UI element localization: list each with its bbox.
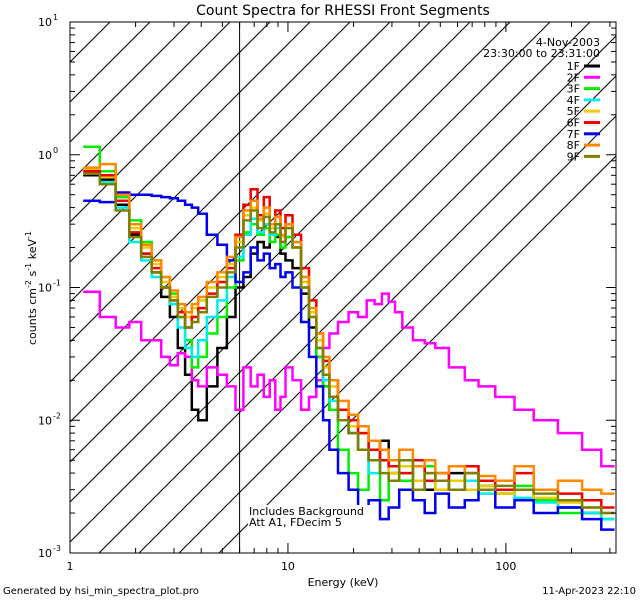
y-tick-exponent-0: 1 [53, 13, 58, 22]
hatch-line-4 [70, 22, 231, 183]
y-tick-exponent-1: 0 [53, 146, 58, 155]
hatch-line-8 [70, 22, 391, 343]
hatch-line-10 [70, 22, 471, 423]
hatch-line-14 [98, 35, 616, 553]
x-tick-label-1: 10 [281, 560, 295, 573]
y-tick-label-0: 10 [38, 16, 52, 29]
legend-label-9F: 9F [567, 150, 580, 163]
hatch-line-7 [70, 22, 351, 303]
hatch-line-17 [218, 155, 616, 553]
hatch-line-15 [138, 75, 616, 553]
legend-label-5F: 5F [567, 105, 580, 118]
annotation-attenuator: Att A1, FDecim 5 [249, 516, 342, 529]
legend-label-8F: 8F [567, 139, 580, 152]
legend-label-6F: 6F [567, 117, 580, 130]
y-tick-exponent-3: -2 [53, 411, 61, 420]
time-range-label: 23:30:00 to 23:31:00 [483, 47, 600, 60]
y-tick-exponent-2: -1 [53, 279, 61, 288]
x-tick-label-2: 100 [495, 560, 516, 573]
series-line-9F [83, 172, 615, 515]
annotation-background: Includes Background [249, 505, 364, 518]
hatch-line-12 [70, 22, 551, 503]
footer-generated-by: Generated by hsi_min_spectra_plot.pro [3, 586, 199, 597]
y-tick-label-3: 10 [38, 414, 52, 427]
series-line-1F [83, 174, 615, 521]
y-tick-label-1: 10 [38, 149, 52, 162]
hatch-line-16 [178, 115, 616, 553]
series-line-2F [83, 290, 615, 468]
excluded-energy-hatch [70, 22, 616, 553]
hatch-line-3 [70, 22, 191, 143]
ylabel: counts cm-2 s-1 keV-1 [24, 231, 39, 345]
legend-label-3F: 3F [567, 83, 580, 96]
chart-title: Count Spectra for RHESSI Front Segments [196, 3, 490, 19]
x-tick-label-0: 1 [67, 560, 74, 573]
series-layer [83, 145, 615, 531]
legend-label-7F: 7F [567, 128, 580, 141]
legend-label-1F: 1F [567, 60, 580, 73]
hatch-line-13 [70, 22, 591, 543]
y-tick-label-2: 10 [38, 282, 52, 295]
y-tick-exponent-4: -3 [53, 544, 61, 553]
legend-label-2F: 2F [567, 71, 580, 84]
annotation-box [248, 505, 370, 529]
legend-label-4F: 4F [567, 94, 580, 107]
xlabel: Energy (keV) [308, 576, 379, 589]
hatch-line-6 [70, 22, 311, 263]
date-label: 4-Nov-2003 [536, 36, 600, 49]
hatch-line-5 [70, 22, 271, 223]
y-tick-label-4: 10 [38, 547, 52, 560]
footer-timestamp: 11-Apr-2023 22:10 [542, 586, 636, 597]
